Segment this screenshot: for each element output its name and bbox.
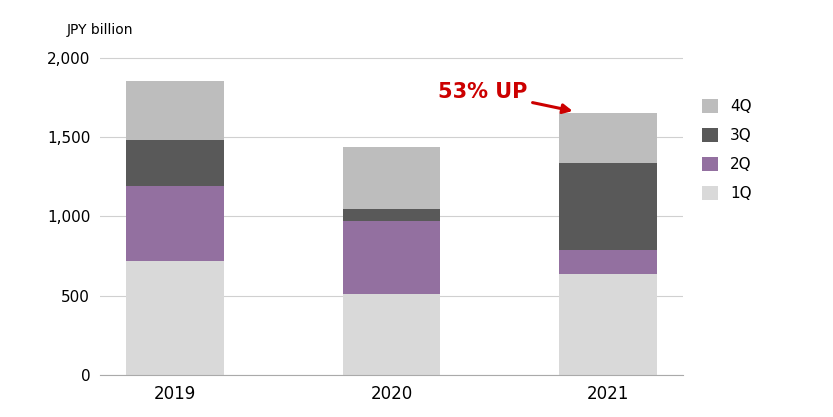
Bar xyxy=(559,274,656,375)
Bar xyxy=(127,140,224,186)
Bar xyxy=(559,163,656,250)
Text: JPY billion: JPY billion xyxy=(67,23,133,37)
Bar xyxy=(343,221,440,294)
Bar xyxy=(343,208,440,221)
Bar xyxy=(127,81,224,140)
Text: 53% UP: 53% UP xyxy=(437,82,570,113)
Bar xyxy=(127,261,224,375)
Legend: 4Q, 3Q, 2Q, 1Q: 4Q, 3Q, 2Q, 1Q xyxy=(702,99,751,201)
Bar xyxy=(343,146,440,208)
Bar xyxy=(559,113,656,163)
Bar xyxy=(343,294,440,375)
Bar xyxy=(559,250,656,274)
Bar xyxy=(127,186,224,261)
